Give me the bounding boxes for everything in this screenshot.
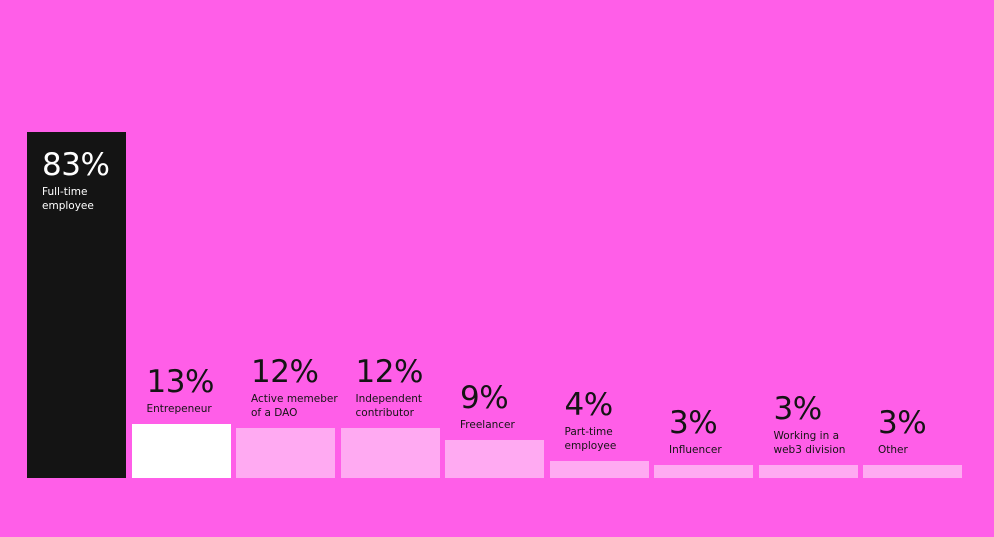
- category-label: Entrepeneur: [146, 402, 212, 415]
- value-label: 4%: [564, 387, 614, 424]
- bar-label-4: 12% Independent contributor: [355, 353, 424, 420]
- bar-8: [758, 465, 858, 478]
- value-label: 12%: [355, 353, 424, 390]
- bar-label-9: 3% Other: [878, 405, 927, 457]
- bar-label-3: 12% Active memeber of a DAO: [251, 355, 338, 420]
- category-label: Freelancer: [460, 419, 515, 432]
- bar-label-1: 83% Full-time employee: [42, 146, 110, 213]
- category-label: Part-time employee: [564, 426, 617, 453]
- value-label: 12%: [251, 353, 319, 390]
- value-label: 3%: [669, 405, 718, 442]
- value-label: 3%: [878, 405, 927, 442]
- bar-1: [27, 131, 126, 478]
- bar-6: [549, 461, 649, 478]
- bar-label-6: 4% Part-time employee: [565, 388, 617, 453]
- bar-2: [131, 423, 231, 478]
- bar-label-2: 13% Entrepeneur: [146, 363, 215, 416]
- category-label: Working in a web3 division: [773, 430, 846, 457]
- value-label: 13%: [146, 363, 215, 400]
- bar-label-5: 9% Freelancer: [460, 381, 515, 432]
- bar-7: [654, 465, 753, 478]
- category-label: Active memeber of a DAO: [251, 392, 338, 419]
- category-label: Other: [878, 444, 908, 457]
- category-label: Full-time employee: [42, 185, 94, 212]
- bar-4: [340, 427, 440, 478]
- category-label: Independent contributor: [355, 392, 423, 419]
- bar-label-8: 3% Working in a web3 division: [774, 392, 846, 457]
- category-label: Influencer: [669, 444, 722, 457]
- value-label: 9%: [460, 380, 509, 417]
- bar-label-7: 3% Influencer: [669, 406, 722, 457]
- value-label: 3%: [773, 391, 823, 428]
- bar-9: [863, 465, 962, 478]
- value-label: 83%: [42, 146, 110, 183]
- bar-3: [236, 427, 335, 478]
- bar-5: [445, 440, 544, 478]
